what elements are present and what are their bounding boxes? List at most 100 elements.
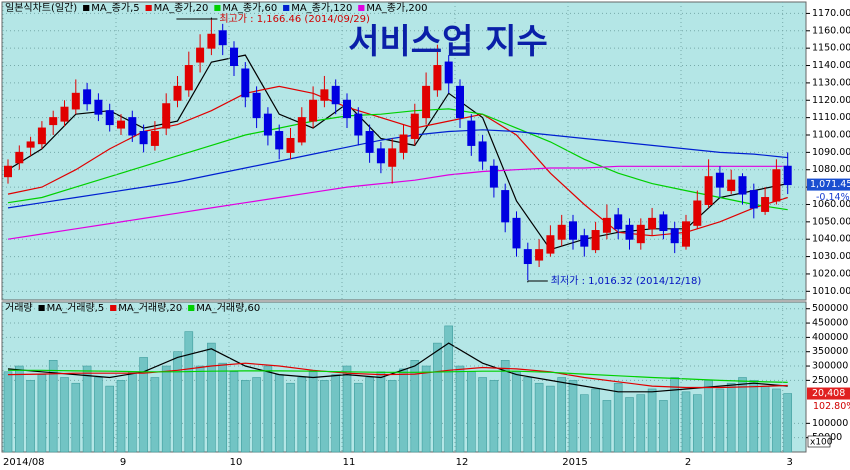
candle-body xyxy=(648,217,657,230)
volume-bar xyxy=(173,351,182,453)
legend-label: MA_종가,20 xyxy=(154,2,209,14)
volume-bar xyxy=(48,360,58,453)
candle-body xyxy=(184,65,193,91)
candle-body xyxy=(670,228,679,244)
candle-body xyxy=(693,200,702,226)
volume-bar xyxy=(568,380,578,453)
candle-body xyxy=(523,249,532,265)
volume-bar xyxy=(681,391,691,453)
volume-bar xyxy=(263,365,273,453)
volume-bar xyxy=(3,371,13,453)
candle-body xyxy=(535,249,544,261)
y-tick-label: 1030.00 xyxy=(812,251,850,262)
candle-body xyxy=(49,117,58,126)
candle-body xyxy=(263,113,272,136)
candle-body xyxy=(569,221,577,240)
candle-body xyxy=(580,235,589,247)
last-price: 1,071.45 xyxy=(810,179,850,190)
candle-body xyxy=(218,30,227,46)
ma-line xyxy=(7,129,788,209)
y-tick-label: 1040.00 xyxy=(812,234,850,245)
y-tick-label: 1090.00 xyxy=(812,147,850,158)
x-tick-label: 12 xyxy=(456,457,469,468)
y-tick-label: 450000 xyxy=(812,318,848,329)
volume-bar xyxy=(274,374,284,453)
legend-swatch xyxy=(188,305,195,311)
candle-body xyxy=(230,47,238,67)
legend-label: MA_종가,120 xyxy=(291,2,352,14)
candle-body xyxy=(331,85,340,105)
volume-bar xyxy=(376,371,386,453)
candle-body xyxy=(704,176,713,205)
candle-body xyxy=(26,141,35,148)
y-tick-label: 350000 xyxy=(812,346,848,357)
candle-body xyxy=(37,127,46,145)
legend-label: MA_거래량,20 xyxy=(118,302,182,314)
volume-bar xyxy=(342,365,352,453)
volume-bar xyxy=(647,388,657,453)
y-tick-label: 1100.00 xyxy=(812,130,850,141)
volume-bar xyxy=(331,374,341,453)
legend-swatch xyxy=(283,5,290,11)
legend-swatch xyxy=(145,5,152,11)
volume-bar xyxy=(760,385,770,453)
candle-body xyxy=(591,230,600,251)
candle-body xyxy=(150,131,159,146)
y-tick-label: 1160.00 xyxy=(812,25,850,36)
volume-bar xyxy=(579,394,589,453)
candle-body xyxy=(501,190,510,223)
volume-bar xyxy=(557,377,567,453)
volume-bar xyxy=(26,380,35,453)
legend-label: MA_종가,5 xyxy=(91,2,139,14)
candle-body xyxy=(196,47,205,63)
y-tick-label: 1140.00 xyxy=(812,60,850,71)
volume-bar xyxy=(218,362,227,453)
volume-bar xyxy=(692,394,702,453)
volume-bar xyxy=(534,382,544,453)
last-volume-change: 102.80% xyxy=(813,401,850,412)
candle-body xyxy=(139,131,148,145)
candle-body xyxy=(625,224,634,240)
candle-body xyxy=(636,224,645,244)
volume-bar xyxy=(715,388,725,453)
legend-swatch xyxy=(214,5,221,11)
ma-line xyxy=(7,85,788,237)
candle-body xyxy=(117,120,125,129)
candle-body xyxy=(286,137,295,153)
volume-bar xyxy=(15,365,24,453)
candle-body xyxy=(614,214,623,230)
last-price-badge xyxy=(807,178,850,191)
candle-body xyxy=(682,221,690,247)
legend-swatch xyxy=(38,305,45,311)
x-tick-label: 2 xyxy=(685,457,691,468)
volume-bar xyxy=(602,400,612,453)
volume-bar xyxy=(591,388,600,453)
volume-bar xyxy=(738,377,747,453)
volume-bar xyxy=(613,382,623,453)
ma-line xyxy=(7,362,788,389)
y-tick-label: 1020.00 xyxy=(812,268,850,279)
x-tick-label: 2014/08 xyxy=(3,457,45,468)
volume-bar xyxy=(94,377,103,453)
volume-bar xyxy=(161,365,171,453)
volume-bar xyxy=(353,382,363,453)
y-tick-label: 1010.00 xyxy=(812,286,850,297)
volume-bar xyxy=(308,371,318,453)
candle-body xyxy=(15,151,24,164)
y-tick-label: 1080.00 xyxy=(812,164,850,175)
legend-swatch xyxy=(358,5,365,11)
x-tick-label: 2015 xyxy=(562,457,587,468)
ma-line xyxy=(7,54,788,251)
legend-swatch xyxy=(83,5,90,11)
candle-body xyxy=(478,141,487,162)
ma-line xyxy=(7,165,788,240)
volume-bar xyxy=(500,360,510,453)
candle-body xyxy=(320,89,329,101)
volume-bar xyxy=(150,377,160,453)
y-tick-label: 1170.00 xyxy=(812,8,850,19)
legend-label: MA_종가,60 xyxy=(222,2,277,14)
y-tick-label: 250000 xyxy=(812,375,848,386)
y-tick-label: 300000 xyxy=(812,361,848,372)
